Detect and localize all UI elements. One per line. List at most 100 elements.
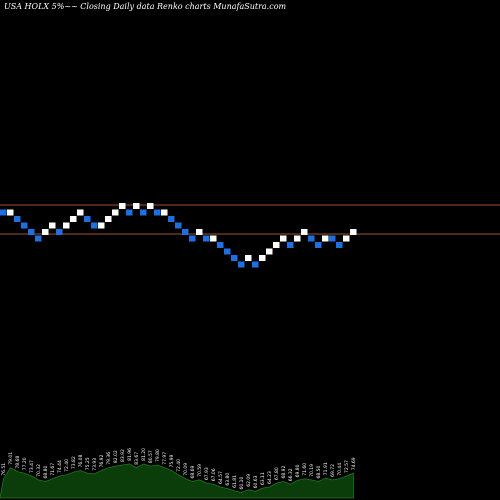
renko-brick-up bbox=[322, 235, 329, 242]
renko-brick-down bbox=[14, 216, 21, 222]
renko-brick-up bbox=[301, 229, 308, 235]
price-label: 76.92 bbox=[99, 454, 105, 467]
price-label: 71.67 bbox=[50, 463, 56, 476]
renko-brick-down bbox=[182, 229, 189, 235]
renko-bricks bbox=[0, 203, 357, 268]
renko-brick-down bbox=[189, 235, 196, 242]
renko-brick-up bbox=[196, 229, 203, 235]
price-label: 82.02 bbox=[113, 450, 119, 463]
renko-brick-down bbox=[308, 235, 315, 242]
price-label: 63.80 bbox=[225, 473, 231, 486]
renko-brick-down bbox=[175, 222, 182, 229]
renko-brick-up bbox=[49, 222, 56, 229]
price-label: 71.91 bbox=[323, 462, 329, 475]
renko-brick-up bbox=[42, 229, 49, 235]
renko-brick-down bbox=[203, 235, 210, 242]
renko-brick-down bbox=[252, 261, 259, 268]
price-label: 68.50 bbox=[316, 465, 322, 478]
reference-lines bbox=[0, 204, 500, 235]
price-label: 67.06 bbox=[211, 468, 217, 481]
renko-brick-up bbox=[259, 255, 266, 261]
price-label: 68.80 bbox=[43, 465, 49, 478]
price-label: 81.20 bbox=[141, 448, 147, 461]
renko-brick-up bbox=[77, 209, 84, 216]
renko-brick-up bbox=[98, 222, 105, 229]
price-label: 73.82 bbox=[71, 456, 77, 469]
price-label: 74.69 bbox=[351, 457, 357, 470]
renko-brick-down bbox=[329, 235, 336, 242]
price-label: 60.10 bbox=[239, 476, 245, 489]
renko-brick-down bbox=[140, 209, 147, 216]
price-label: 64.23 bbox=[267, 471, 273, 484]
price-label: 69.80 bbox=[295, 464, 301, 477]
renko-brick-down bbox=[0, 209, 7, 216]
price-label: 68.92 bbox=[281, 465, 287, 478]
price-label: 70.19 bbox=[309, 464, 315, 477]
price-label: 74.44 bbox=[57, 460, 63, 473]
renko-brick-down bbox=[91, 222, 98, 229]
renko-brick-up bbox=[266, 248, 273, 255]
renko-brick-down bbox=[315, 242, 322, 248]
price-label: 76.51 bbox=[1, 463, 7, 476]
price-label: 64.57 bbox=[218, 471, 224, 484]
price-label: 70.32 bbox=[36, 464, 42, 477]
price-label: 79.80 bbox=[155, 449, 161, 462]
price-label: 83.67 bbox=[134, 452, 140, 465]
renko-brick-down bbox=[238, 261, 245, 268]
renko-brick-down bbox=[231, 255, 238, 261]
price-label: 67.93 bbox=[204, 467, 210, 480]
price-label: 72.40 bbox=[64, 459, 70, 472]
renko-brick-down bbox=[154, 209, 161, 216]
price-label: 78.68 bbox=[15, 456, 21, 469]
volume-area-shape bbox=[0, 463, 354, 499]
volume-area bbox=[0, 463, 354, 499]
chart-title: USA HOLX 5%~~ Closing Daily data Renko c… bbox=[4, 2, 287, 11]
renko-brick-up bbox=[105, 216, 112, 222]
renko-brick-down bbox=[28, 229, 35, 235]
price-label: 77.20 bbox=[22, 457, 28, 470]
renko-brick-down bbox=[224, 248, 231, 255]
renko-brick-up bbox=[112, 209, 119, 216]
price-label: 72.57 bbox=[344, 460, 350, 473]
price-label: 70.44 bbox=[337, 463, 343, 476]
renko-brick-up bbox=[147, 203, 154, 209]
price-label: 73.47 bbox=[29, 460, 35, 473]
price-label: 62.09 bbox=[246, 474, 252, 487]
price-label: 83.92 bbox=[120, 449, 126, 462]
renko-brick-up bbox=[70, 216, 77, 222]
price-label: 69.72 bbox=[330, 464, 336, 477]
price-label: 68.69 bbox=[190, 465, 196, 478]
renko-brick-down bbox=[168, 216, 175, 222]
renko-brick-down bbox=[21, 222, 28, 229]
renko-brick-up bbox=[210, 235, 217, 242]
price-label: 70.09 bbox=[183, 463, 189, 476]
price-label: 80.57 bbox=[148, 450, 154, 463]
price-label: 60.63 bbox=[253, 475, 259, 488]
renko-brick-up bbox=[245, 255, 252, 261]
renko-brick-up bbox=[161, 209, 168, 216]
price-label: 79.01 bbox=[8, 452, 14, 465]
price-label: 81.96 bbox=[127, 448, 133, 461]
renko-brick-down bbox=[126, 209, 133, 216]
renko-brick-up bbox=[280, 235, 287, 242]
renko-brick-down bbox=[35, 235, 42, 242]
price-label: 75.25 bbox=[85, 457, 91, 470]
price-label: 75.99 bbox=[169, 454, 175, 467]
price-label: 76.08 bbox=[78, 454, 84, 467]
renko-brick-down bbox=[287, 242, 294, 248]
renko-brick-up bbox=[343, 235, 350, 242]
price-label: 70.59 bbox=[197, 464, 203, 477]
price-label: 66.32 bbox=[288, 468, 294, 481]
price-label: 79.36 bbox=[106, 452, 112, 465]
price-label: 77.97 bbox=[162, 452, 168, 465]
price-label: 67.80 bbox=[274, 467, 280, 480]
renko-brick-down bbox=[336, 242, 343, 248]
renko-brick-down bbox=[84, 216, 91, 222]
price-label: 71.60 bbox=[302, 463, 308, 476]
renko-brick-up bbox=[119, 203, 126, 209]
renko-brick-up bbox=[294, 235, 301, 242]
price-label: 63.11 bbox=[260, 472, 266, 485]
renko-brick-up bbox=[7, 209, 14, 216]
